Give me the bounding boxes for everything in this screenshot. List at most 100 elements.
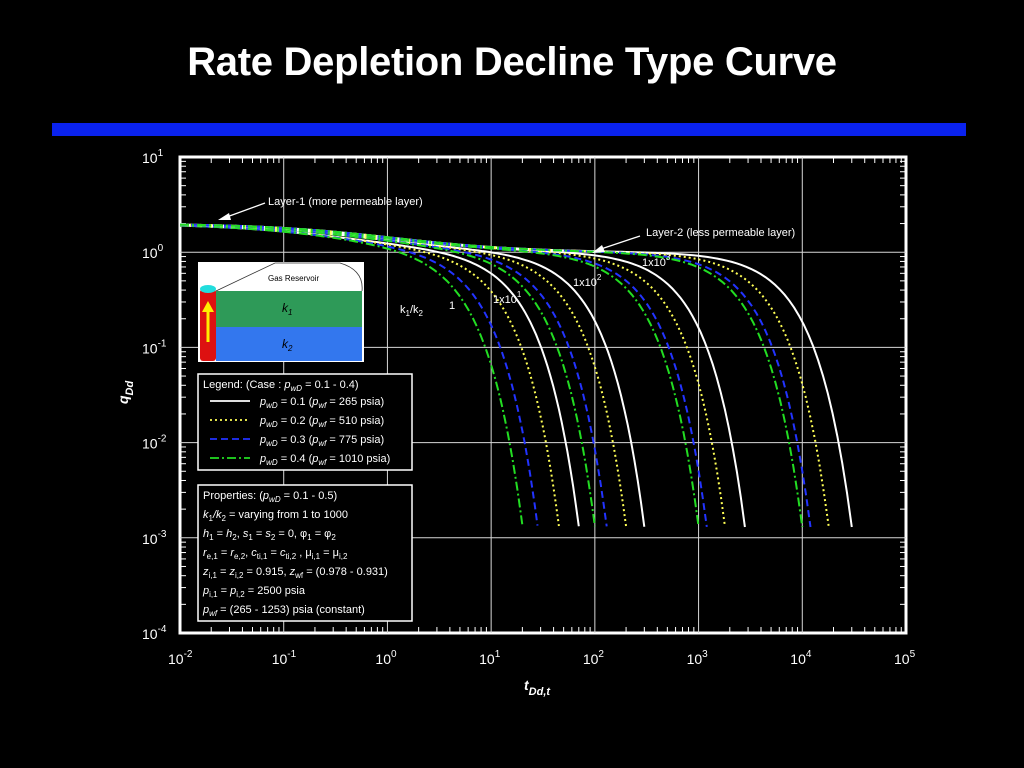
x-tick-label: 105 (894, 649, 916, 667)
p3-n: = φ (312, 528, 332, 540)
inset-flow-arrow-head (202, 301, 214, 312)
p4-n: = μ (320, 547, 339, 559)
title-accent-bar (52, 123, 966, 136)
legend-entry-label: pwD = 0.2 (pwf = 510 psia) (259, 415, 384, 429)
p6-a: p (202, 585, 209, 597)
x-tick-label: 10-2 (168, 649, 193, 667)
p5-d: z (229, 566, 236, 578)
p3-f: , (237, 528, 243, 540)
legend-entry-part: p (311, 396, 318, 408)
inset-reservoir-outline (215, 262, 363, 292)
legend-entry-part: p (311, 415, 318, 427)
legend-entry-part: = 0.3 ( (278, 434, 313, 446)
x-tick-label: 100 (375, 649, 397, 667)
p3-b: 1 (209, 533, 214, 542)
prop2-rest: = varying from 1 to 1000 (226, 509, 348, 521)
p4-g: c (251, 547, 257, 559)
y-tick-label: 10-1 (142, 338, 167, 356)
legend-entry-part: p (259, 415, 266, 427)
y-tick-exp: -3 (158, 529, 167, 540)
inset-well-top (200, 285, 216, 293)
p5-a: z (202, 566, 209, 578)
ratio-10-exp: 1 (517, 290, 522, 299)
legend-box: Legend: (Case : pwD = 0.1 - 0.4) pwD = 0… (197, 373, 413, 471)
prop-line-4: re,1 = re,2, cti,1 = cti,2 , μi,1 = μi,2 (203, 547, 348, 561)
p4-j: c (280, 547, 286, 559)
x-tick-exp: 3 (702, 649, 708, 660)
ratio-sub2: 2 (419, 309, 424, 318)
x-tick-exp: 0 (391, 649, 397, 660)
legend-title: Legend: (Case : pwD = 0.1 - 0.4) (203, 379, 359, 393)
series-line (180, 223, 804, 528)
y-tick-label: 10-4 (142, 624, 167, 642)
p3-j: s (265, 528, 271, 540)
prop-line-6: pi,1 = pi,2 = 2500 psia (202, 585, 306, 599)
legend-entry-label: pwD = 0.3 (pwf = 775 psia) (259, 434, 384, 448)
x-tick-label: 102 (583, 649, 605, 667)
legend-entry-part: p (311, 453, 318, 465)
p4-i: = (267, 547, 280, 559)
p5-g: z (289, 566, 296, 578)
prop2-s2: 2 (222, 514, 227, 523)
layer1-arrow-head (218, 213, 231, 220)
x-tick-label: 104 (790, 649, 812, 667)
x-tick-exp: 2 (598, 649, 604, 660)
legend-entry-part: wf (318, 439, 327, 448)
p5-i: = (0.978 - 0.931) (303, 566, 388, 578)
y-tick-label: 100 (142, 243, 164, 261)
legend-entry-part: = 1010 psia) (326, 453, 390, 465)
legend-entry-part: wD (266, 458, 278, 467)
p6-b: i,1 (209, 590, 218, 599)
inset-gas-reservoir: Gas Reservoir (268, 274, 319, 283)
p4-d: r (230, 547, 235, 559)
y-tick-exp: 1 (158, 148, 164, 159)
legend-entry-part: = 510 psia) (326, 415, 384, 427)
x-tick-exp: -2 (184, 649, 193, 660)
p3-h: 1 (248, 533, 253, 542)
prop-line-5: zi,1 = zi,2 = 0.915, zwf = (0.978 - 0.93… (202, 566, 388, 580)
p5-h: wf (294, 571, 304, 580)
series-line (179, 223, 708, 528)
p4-l: , μ (296, 547, 312, 559)
ratio-1: 1 (449, 300, 455, 312)
prop2-k2: /k (212, 509, 222, 521)
layer1-annotation: Layer-1 (more permeable layer) (218, 196, 423, 220)
ratio-slash: /k (410, 304, 419, 316)
x-tick-label: 103 (687, 649, 709, 667)
p6-c: = (218, 585, 231, 597)
p6-d: p (229, 585, 236, 597)
p3-i: = (253, 528, 266, 540)
legend-frame (197, 373, 413, 471)
legend-entry-part: p (259, 453, 266, 465)
prop-line-1: Properties: (pwD = 0.1 - 0.5) (203, 490, 337, 504)
p4-b: e,1 (207, 552, 219, 561)
p4-f: , (245, 547, 251, 559)
prop1-p: p (262, 490, 269, 502)
layer2-arrow-head (592, 245, 605, 253)
layer2-label: Layer-2 (less permeable layer) (646, 227, 795, 239)
inset-k1-label: k1 (282, 301, 292, 317)
p4-a: r (203, 547, 208, 559)
p7-b: wf (209, 609, 218, 618)
slide-title: Rate Depletion Decline Type Curve (187, 40, 837, 84)
legend-entry-part: wf (318, 401, 327, 410)
properties-frame (197, 484, 413, 622)
prop1-sub: wD (269, 495, 281, 504)
inset-k2-label: k2 (282, 337, 293, 353)
properties-box: Properties: (pwD = 0.1 - 0.5) k1/k2 = va… (197, 484, 413, 622)
p4-c: = (218, 547, 231, 559)
p3-e: 2 (232, 533, 237, 542)
p3-l: = 0, φ (275, 528, 307, 540)
series-line (180, 224, 560, 527)
legend-entry-part: p (259, 396, 266, 408)
p3-m: 1 (307, 533, 312, 542)
ratio-100-exp: 2 (597, 273, 602, 282)
prop-line-7: pwf = (265 - 1253) psia (constant) (202, 604, 365, 618)
x-tick-exp: 5 (910, 649, 916, 660)
y-tick-exp: -2 (158, 434, 167, 445)
inset-k2-sub: 2 (287, 344, 293, 353)
ratio-1000-exp: 3 (666, 253, 671, 262)
legend-title-range: = 0.1 - 0.4) (302, 379, 359, 391)
legend-entry-part: = 0.4 ( (278, 453, 313, 465)
